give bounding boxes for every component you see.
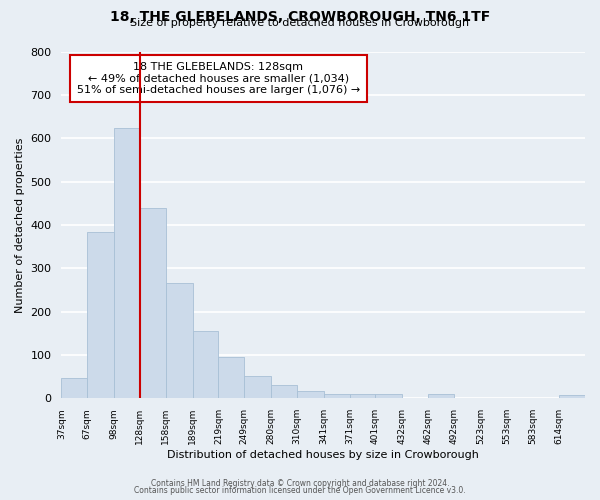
Bar: [61, 378, 87, 398]
Bar: [428, 394, 454, 398]
Bar: [376, 394, 402, 398]
Bar: [193, 330, 218, 398]
Text: Contains public sector information licensed under the Open Government Licence v3: Contains public sector information licen…: [134, 486, 466, 495]
Bar: [271, 385, 297, 398]
Text: 18 THE GLEBELANDS: 128sqm
← 49% of detached houses are smaller (1,034)
51% of se: 18 THE GLEBELANDS: 128sqm ← 49% of detac…: [77, 62, 360, 95]
Bar: [218, 357, 244, 399]
Bar: [559, 395, 585, 398]
X-axis label: Distribution of detached houses by size in Crowborough: Distribution of detached houses by size …: [167, 450, 479, 460]
Bar: [114, 128, 140, 398]
Bar: [350, 394, 376, 398]
Bar: [87, 232, 114, 398]
Y-axis label: Number of detached properties: Number of detached properties: [15, 137, 25, 312]
Text: Size of property relative to detached houses in Crowborough: Size of property relative to detached ho…: [130, 18, 470, 28]
Bar: [323, 394, 350, 398]
Bar: [140, 208, 166, 398]
Bar: [297, 391, 323, 398]
Bar: [166, 284, 193, 399]
Text: Contains HM Land Registry data © Crown copyright and database right 2024.: Contains HM Land Registry data © Crown c…: [151, 478, 449, 488]
Bar: [244, 376, 271, 398]
Text: 18, THE GLEBELANDS, CROWBOROUGH, TN6 1TF: 18, THE GLEBELANDS, CROWBOROUGH, TN6 1TF: [110, 10, 490, 24]
